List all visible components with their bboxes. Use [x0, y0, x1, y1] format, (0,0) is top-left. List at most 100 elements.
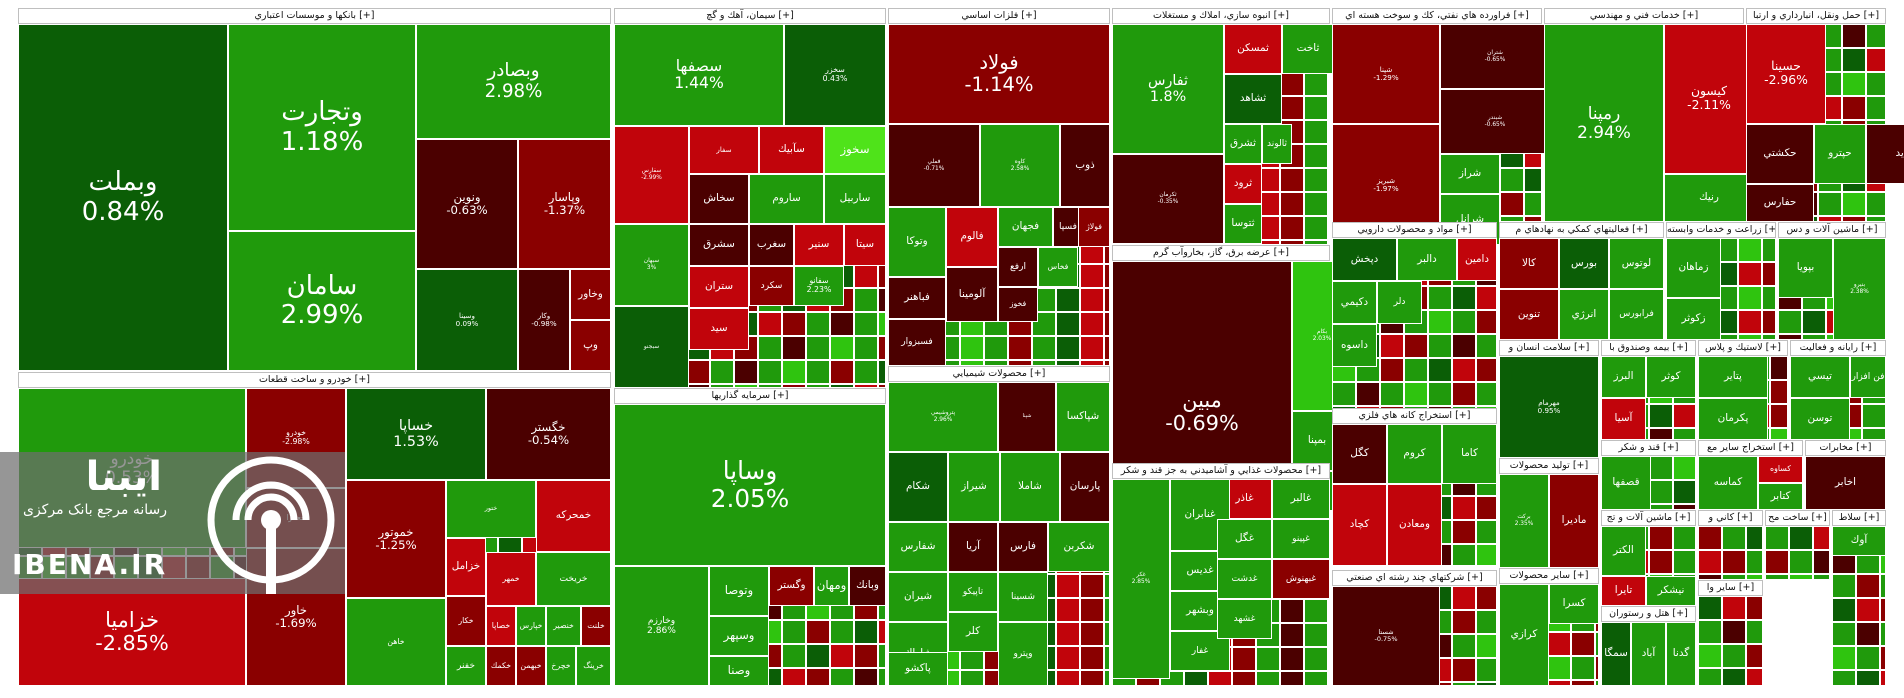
stock-tile[interactable]: خچرخ	[546, 646, 576, 686]
sector-header[interactable]: بيمه وصندوق با [+]	[1601, 340, 1696, 356]
stock-tile[interactable]: شكربن	[1048, 522, 1110, 572]
stock-tile[interactable]: ثالوند	[1262, 124, 1292, 164]
sector-header[interactable]: حمل ونقل، انبارداري و ارتبا [+]	[1746, 8, 1886, 24]
stock-tile[interactable]: فولاژ	[1078, 207, 1110, 247]
stock-tile[interactable]: وصنا	[709, 656, 769, 686]
stock-tile[interactable]: غكر 2.85%	[1112, 479, 1170, 679]
stock-tile[interactable]: ومعادن	[1387, 484, 1442, 566]
stock-tile[interactable]: شكام	[888, 452, 948, 522]
stock-tile[interactable]: كماسه	[1698, 456, 1758, 510]
stock-tile[interactable]: وخاور	[570, 269, 611, 320]
stock-tile[interactable]: تيسي	[1790, 356, 1850, 398]
stock-tile[interactable]: بركت 2.35%	[1499, 474, 1549, 568]
stock-tile[interactable]: خزامل	[446, 538, 486, 596]
stock-tile[interactable]: داسوه	[1332, 324, 1377, 367]
stock-tile[interactable]: رمپنا 2.94%	[1544, 24, 1664, 222]
stock-tile[interactable]: سمگا	[1601, 622, 1631, 686]
stock-tile[interactable]: دالبر	[1397, 238, 1457, 281]
sector-header[interactable]: توليد محصولات [+]	[1499, 458, 1599, 474]
sector-header[interactable]: سرمايه گذاريها [+]	[614, 388, 886, 404]
stock-tile[interactable]: فملي -0.71%	[888, 124, 980, 207]
stock-tile[interactable]: ونوين -0.63%	[416, 139, 518, 269]
stock-tile[interactable]: حكشتي	[1746, 124, 1814, 184]
stock-tile[interactable]: خگستر -0.54%	[486, 388, 611, 480]
stock-tile[interactable]: بورس	[1559, 238, 1609, 289]
stock-tile[interactable]: سنير	[794, 224, 844, 266]
stock-tile[interactable]: سخوز	[824, 126, 886, 174]
stock-tile[interactable]: خريخت	[536, 552, 611, 606]
stock-tile[interactable]: سشرق	[689, 224, 749, 266]
stock-tile[interactable]: تايرا	[1601, 576, 1646, 606]
stock-tile[interactable]: خصاپا	[486, 606, 516, 646]
stock-tile[interactable]: خساپا 1.53%	[346, 388, 486, 480]
sector-header[interactable]: سلامت انسان و [+]	[1499, 340, 1599, 356]
sector-header[interactable]: قند و شكر [+]	[1601, 440, 1696, 456]
stock-tile[interactable]: آوك	[1832, 526, 1886, 556]
stock-tile[interactable]: بنيرو 2.38%	[1833, 238, 1886, 340]
stock-tile[interactable]: فارس	[998, 522, 1048, 572]
stock-tile[interactable]: تنوين	[1499, 289, 1559, 340]
stock-tile[interactable]: شاملا	[1000, 452, 1060, 522]
stock-tile[interactable]: فالوم	[946, 207, 998, 267]
sector-header[interactable]: كاني و [+]	[1698, 510, 1763, 526]
stock-tile[interactable]: خمحركه	[536, 480, 611, 552]
stock-tile[interactable]: ثتوسا	[1224, 204, 1262, 244]
sector-header[interactable]: زراعت و خدمات وابسته [+]	[1666, 222, 1776, 238]
stock-tile[interactable]: ومهان	[814, 566, 849, 606]
stock-tile[interactable]: خفنر	[446, 646, 486, 686]
stock-tile[interactable]: خبهمن	[516, 646, 546, 686]
stock-tile[interactable]: بپويا	[1778, 238, 1833, 298]
stock-tile[interactable]: غدشت	[1217, 559, 1272, 599]
stock-tile[interactable]: كاما	[1442, 424, 1497, 484]
stock-tile[interactable]: كاوه 2.58%	[980, 124, 1060, 207]
stock-tile[interactable]: وساپا 2.05%	[614, 404, 886, 566]
stock-tile[interactable]: سيتا	[844, 224, 886, 266]
stock-tile[interactable]: البرز	[1601, 356, 1646, 398]
stock-tile[interactable]: پارسان	[1060, 452, 1110, 522]
sector-header[interactable]: لاستيك و پلاس [+]	[1698, 340, 1788, 356]
sector-header[interactable]: سلاط [+]	[1832, 510, 1886, 526]
stock-tile[interactable]: غبهنوش	[1272, 559, 1330, 599]
stock-tile[interactable]: زكوثر	[1666, 298, 1721, 340]
stock-tile[interactable]: خنصير	[546, 606, 581, 646]
stock-tile[interactable]: سخاش	[689, 174, 749, 224]
sector-header[interactable]: ساخت مح [+]	[1765, 510, 1830, 526]
stock-tile[interactable]: حفارس	[1746, 184, 1814, 222]
stock-tile[interactable]: وتوصا	[709, 566, 769, 616]
stock-tile[interactable]: خمهر	[486, 552, 536, 606]
stock-tile[interactable]: وسپهر	[709, 616, 769, 656]
sector-header[interactable]: انبوه سازي، املاك و مستغلات [+]	[1112, 8, 1330, 24]
stock-tile[interactable]: ماديرا	[1549, 474, 1599, 568]
sector-header[interactable]: مخابرات [+]	[1805, 440, 1886, 456]
stock-tile[interactable]: رنيك	[1664, 174, 1754, 222]
stock-tile[interactable]: كروم	[1387, 424, 1442, 484]
stock-tile[interactable]: سخزر 0.43%	[784, 24, 886, 126]
stock-tile[interactable]: فخوز	[998, 287, 1038, 322]
sector-header[interactable]: ساير محصولات [+]	[1499, 568, 1599, 584]
stock-tile[interactable]: خپارس	[516, 606, 546, 646]
stock-tile[interactable]: شيراز	[948, 452, 1000, 522]
stock-tile[interactable]: لوتوس	[1609, 238, 1664, 289]
stock-tile[interactable]: ثشاهد	[1224, 74, 1282, 124]
stock-tile[interactable]: اخابر	[1805, 456, 1886, 510]
stock-tile[interactable]: شبندر -0.65%	[1440, 89, 1550, 154]
stock-tile[interactable]: خموتور -1.25%	[346, 480, 446, 598]
sector-header[interactable]: فعاليتهاي كمكي به نهادهاي م [+]	[1499, 222, 1664, 238]
stock-tile[interactable]: حسينا -2.96%	[1746, 24, 1826, 124]
stock-tile[interactable]: ساربيل	[824, 174, 886, 224]
stock-tile[interactable]: سبجنو	[614, 306, 689, 388]
stock-tile[interactable]: مهرمام 0.95%	[1499, 356, 1599, 458]
sector-header[interactable]: ماشين آلات و دس [+]	[1778, 222, 1886, 238]
stock-tile[interactable]: پتروشيمي 2.96%	[888, 382, 998, 452]
stock-tile[interactable]: شپنا	[998, 382, 1056, 452]
stock-tile[interactable]: پكرمان	[1698, 398, 1768, 440]
stock-tile[interactable]: وتوكا	[888, 207, 946, 277]
stock-tile[interactable]: فخاس	[1038, 247, 1078, 287]
stock-tile[interactable]: ثاخت	[1282, 24, 1334, 74]
sector-header[interactable]: خدمات فني و مهندسي [+]	[1544, 8, 1744, 24]
sector-header[interactable]: فلزات اساسي [+]	[888, 8, 1110, 24]
stock-tile[interactable]: سصفها 1.44%	[614, 24, 784, 126]
stock-tile[interactable]: خاهن	[346, 598, 446, 686]
stock-tile[interactable]: قصفها	[1601, 456, 1651, 510]
sector-header[interactable]: ساير وا [+]	[1698, 580, 1763, 596]
